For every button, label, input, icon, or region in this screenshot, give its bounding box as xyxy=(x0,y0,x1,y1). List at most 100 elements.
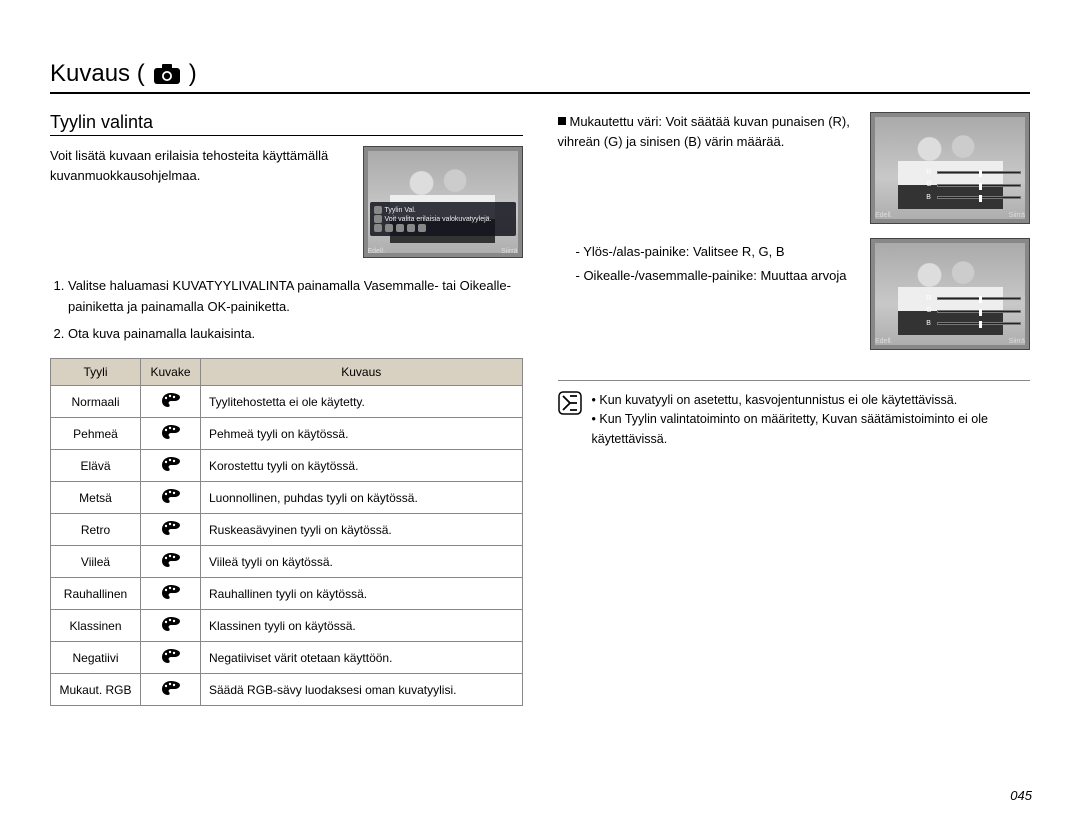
cell-icon: CA xyxy=(141,578,201,610)
thumb-label-left: Edell. xyxy=(368,248,386,255)
cell-icon: CL xyxy=(141,610,201,642)
note-line-1: Kun kuvatyyli on asetettu, kasvojentunni… xyxy=(592,391,1031,410)
table-row: MetsäFLuonnollinen, puhdas tyyli on käyt… xyxy=(51,482,523,514)
svg-text:NOR: NOR xyxy=(175,402,181,408)
custom-color-text: Mukautettu väri: Voit säätää kuvan punai… xyxy=(558,112,859,151)
subheading: Tyylin valinta xyxy=(50,112,523,136)
cell-style: Negatiivi xyxy=(51,642,141,674)
camera-icon xyxy=(153,63,181,85)
cell-style: Pehmeä xyxy=(51,418,141,450)
heading-close: ) xyxy=(189,60,197,88)
cell-style: Mukaut. RGB xyxy=(51,674,141,706)
step-2: Ota kuva painamalla laukaisinta. xyxy=(68,324,523,345)
right-block: Mukautettu väri: Voit säätää kuvan punai… xyxy=(558,112,1031,449)
page-root: Kuvaus ( ) Tyylin valinta Voit lisätä ku… xyxy=(0,0,1080,815)
step-1: Valitse haluamasi KUVATYYLIVALINTA paina… xyxy=(68,276,523,318)
cell-desc: Korostettu tyyli on käytössä. xyxy=(201,450,523,482)
table-row: Elävä V Korostettu tyyli on käytössä. xyxy=(51,450,523,482)
table-row: Viileä CO Viileä tyyli on käytössä. xyxy=(51,546,523,578)
control-line-2: - Oikealle-/vasemmalle-painike: Muuttaa … xyxy=(576,266,859,286)
note-text: Kun kuvatyyli on asetettu, kasvojentunni… xyxy=(592,391,1031,449)
svg-text:F: F xyxy=(175,498,179,504)
style-table: Tyyli Kuvake Kuvaus Normaali NOR Tyyliteho… xyxy=(50,358,523,706)
note-box: Kun kuvatyyli on asetettu, kasvojentunni… xyxy=(558,380,1031,449)
cell-style: Elävä xyxy=(51,450,141,482)
thumb-menu: Tyylin Val. Voit valita erilaisia valoku… xyxy=(370,202,516,236)
palette-icon: R xyxy=(161,520,181,536)
cell-desc: Klassinen tyyli on käytössä. xyxy=(201,610,523,642)
palette-icon: CL xyxy=(161,616,181,632)
palette-icon: F xyxy=(161,488,181,504)
cell-style: Retro xyxy=(51,514,141,546)
th-icon: Kuvake xyxy=(141,359,201,386)
cell-icon: F xyxy=(141,482,201,514)
right-column: Mukautettu väri: Voit säätää kuvan punai… xyxy=(558,112,1031,706)
cell-icon: V xyxy=(141,450,201,482)
slider-b-label: B xyxy=(926,193,934,204)
palette-icon: S xyxy=(161,424,181,440)
cell-desc: Ruskeasävyinen tyyli on käytössä. xyxy=(201,514,523,546)
table-row: PehmeäSPehmeä tyyli on käytössä. xyxy=(51,418,523,450)
cell-icon: CO xyxy=(141,546,201,578)
thumb-menu-sub: Voit valita erilaisia valokuvatyylejä. xyxy=(385,216,492,223)
note-icon xyxy=(558,391,582,415)
thumbnail-rgb-1: R G B Edell. Siirrä xyxy=(870,112,1030,224)
cell-icon: S xyxy=(141,418,201,450)
cell-desc: Säädä RGB-sävy luodaksesi oman kuvatyyli… xyxy=(201,674,523,706)
content-columns: Tyylin valinta Voit lisätä kuvaan erilai… xyxy=(50,112,1030,706)
palette-icon: V xyxy=(161,456,181,472)
table-row: Retro R Ruskeasävyinen tyyli on käytössä. xyxy=(51,514,523,546)
slider-g-label: G xyxy=(926,180,934,191)
cell-icon: N xyxy=(141,642,201,674)
control-line-1: - Ylös-/alas-painike: Valitsee R, G, B xyxy=(576,242,859,262)
table-row: Normaali NOR Tyylitehostetta ei ole käytet… xyxy=(51,386,523,418)
left-column: Tyylin valinta Voit lisätä kuvaan erilai… xyxy=(50,112,523,706)
intro-row: Voit lisätä kuvaan erilaisia tehosteita … xyxy=(50,146,523,258)
palette-icon: N xyxy=(161,648,181,664)
svg-text:V: V xyxy=(175,466,179,472)
svg-text:CO: CO xyxy=(175,562,181,568)
cell-style: Normaali xyxy=(51,386,141,418)
palette-icon: NOR xyxy=(161,392,181,408)
table-row: Klassinen CL Klassinen tyyli on käytössä. xyxy=(51,610,523,642)
thumbnail-style-menu: Tyylin Val. Voit valita erilaisia valoku… xyxy=(363,146,523,258)
page-number: 045 xyxy=(1010,788,1032,803)
thumb3-label-left: Edell. xyxy=(875,337,893,348)
table-row: Mukaut. RGB C Säädä RGB-sävy luodaksesi om… xyxy=(51,674,523,706)
cell-desc: Tyylitehostetta ei ole käytetty. xyxy=(201,386,523,418)
custom-color-row: Mukautettu väri: Voit säätää kuvan punai… xyxy=(558,112,1031,224)
thumb-menu-title: Tyylin Val. xyxy=(385,207,416,214)
rgb-sliders-2: R G B xyxy=(926,292,1021,332)
th-style: Tyyli xyxy=(51,359,141,386)
controls-text: - Ylös-/alas-painike: Valitsee R, G, B -… xyxy=(558,238,859,285)
cell-style: Rauhallinen xyxy=(51,578,141,610)
svg-text:CA: CA xyxy=(175,594,181,600)
cell-desc: Viileä tyyli on käytössä. xyxy=(201,546,523,578)
cell-icon: NOR xyxy=(141,386,201,418)
cell-style: Viileä xyxy=(51,546,141,578)
thumb2-label-left: Edell. xyxy=(875,211,893,222)
table-row: RauhallinenCARauhallinen tyyli on käytös… xyxy=(51,578,523,610)
square-bullet-icon xyxy=(558,117,566,125)
note-line-2: Kun Tyylin valintatoiminto on määritetty… xyxy=(592,410,1031,449)
slider2-g-label: G xyxy=(926,306,934,317)
svg-text:S: S xyxy=(175,434,179,440)
thumb-label-right: Siirrä xyxy=(501,248,517,255)
svg-text:R: R xyxy=(175,530,180,536)
svg-text:N: N xyxy=(175,658,179,664)
thumb3-label-right: Siirrä xyxy=(1009,337,1025,348)
cell-style: Metsä xyxy=(51,482,141,514)
heading-text: Kuvaus ( xyxy=(50,60,145,88)
cell-style: Klassinen xyxy=(51,610,141,642)
palette-icon: CO xyxy=(161,552,181,568)
thumbnail-rgb-2: R G B Edell. Siirrä xyxy=(870,238,1030,350)
table-row: NegatiiviNNegatiiviset värit otetaan käy… xyxy=(51,642,523,674)
controls-row: - Ylös-/alas-painike: Valitsee R, G, B -… xyxy=(558,238,1031,350)
palette-icon: C xyxy=(161,680,181,696)
slider2-b-label: B xyxy=(926,319,934,330)
rgb-sliders: R G B xyxy=(926,166,1021,206)
intro-text: Voit lisätä kuvaan erilaisia tehosteita … xyxy=(50,146,351,185)
slider2-r-label: R xyxy=(926,294,934,305)
th-desc: Kuvaus xyxy=(201,359,523,386)
svg-text:C: C xyxy=(175,690,180,696)
